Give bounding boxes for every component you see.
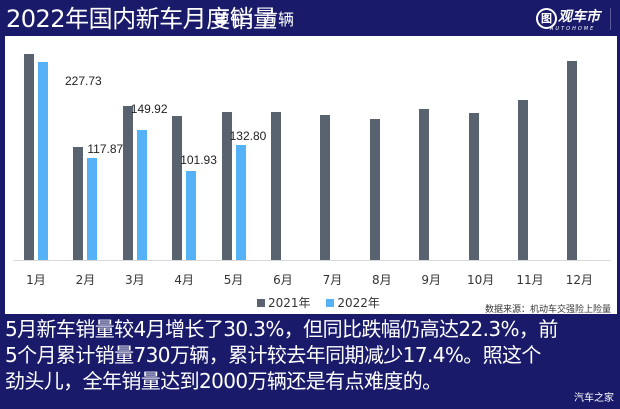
x-tick-label: 4月 [174,273,194,287]
x-tick-label: 9月 [421,273,441,287]
data-label: 101.93 [180,153,217,168]
logo-sub: AUTOHOME [550,26,596,32]
x-tick-label: 8月 [371,273,392,287]
x-tick-label: 12月 [565,273,594,287]
bar-2022 [136,129,147,260]
legend: 2021年 2022年 [257,294,392,311]
bar-2021 [221,112,232,260]
caption-line: 劲头儿，全年销量达到2000万辆还是有点难度的。 [5,369,442,393]
caption-line: 5个月累计销量730万辆，累计较去年同期减少17.4%。照这个 [5,343,541,367]
x-tick-label: 2月 [75,273,96,287]
x-tick-label: 3月 [124,273,145,287]
bar-2021 [419,108,430,260]
logo-mark-icon: 图 [536,8,557,29]
x-tick-label: 7月 [322,273,343,287]
caption-line: 5月新车销量较4月增长了30.3%，但同比跌幅仍高达22.3%，前 [5,317,558,341]
bar-2021 [73,146,84,260]
bar-2021 [468,113,479,260]
bar-2021 [172,115,183,260]
plot-area: 227.73 1月 117.87 2月 149.92 3月 101.93 4月 132.80 5月… [5,36,617,314]
chart-title: 2022年国内新车月度销量 [6,5,277,33]
bar-2022 [186,171,197,260]
bar-2022 [38,62,48,260]
bar-2021 [369,119,380,260]
legend-swatch-2022 [326,298,335,307]
bar-2021 [567,60,578,260]
watermark: 汽车之家 [574,393,614,404]
chart-panel: 227.73 1月 117.87 2月 149.92 3月 101.93 4月 132.80 5月… [5,36,617,315]
x-tick-label: 1月 [26,273,46,287]
bar-2021 [320,114,331,260]
bar-2021 [24,53,34,260]
data-source: 数据来源：机动车交强险上险量 [484,305,611,315]
x-tick-label: 5月 [223,273,244,287]
x-tick-label: 10月 [466,273,495,287]
data-label: 117.87 [87,141,124,156]
bar-2021 [271,112,281,260]
bar-2021 [518,100,528,260]
x-tick-label: 6月 [273,273,293,287]
legend-item-2021: 2021年 [257,294,311,311]
x-tick-label: 11月 [516,273,544,287]
legend-item-2022: 2022年 [326,294,380,311]
data-label: 227.73 [65,74,102,88]
logo-name: 观车市 [558,9,600,25]
data-label: 132.80 [229,128,267,143]
unit-label: 单位：万辆 [214,10,295,29]
header: 2022年国内新车月度销量 单位：万辆 图 观车市 AUTOHOME [0,0,620,37]
divider [610,8,611,30]
caption: 5月新车销量较4月增长了30.3%，但同比跌幅仍高达22.3%，前 5个月累计销… [5,316,615,394]
legend-swatch-2021 [257,298,265,307]
autohome-logo: 图 观车市 AUTOHOME [536,6,606,32]
bar-2022 [235,144,246,260]
bar-2021 [122,106,133,260]
x-axis-line [13,260,611,261]
bar-2022 [87,157,98,260]
data-label: 149.92 [130,101,168,116]
